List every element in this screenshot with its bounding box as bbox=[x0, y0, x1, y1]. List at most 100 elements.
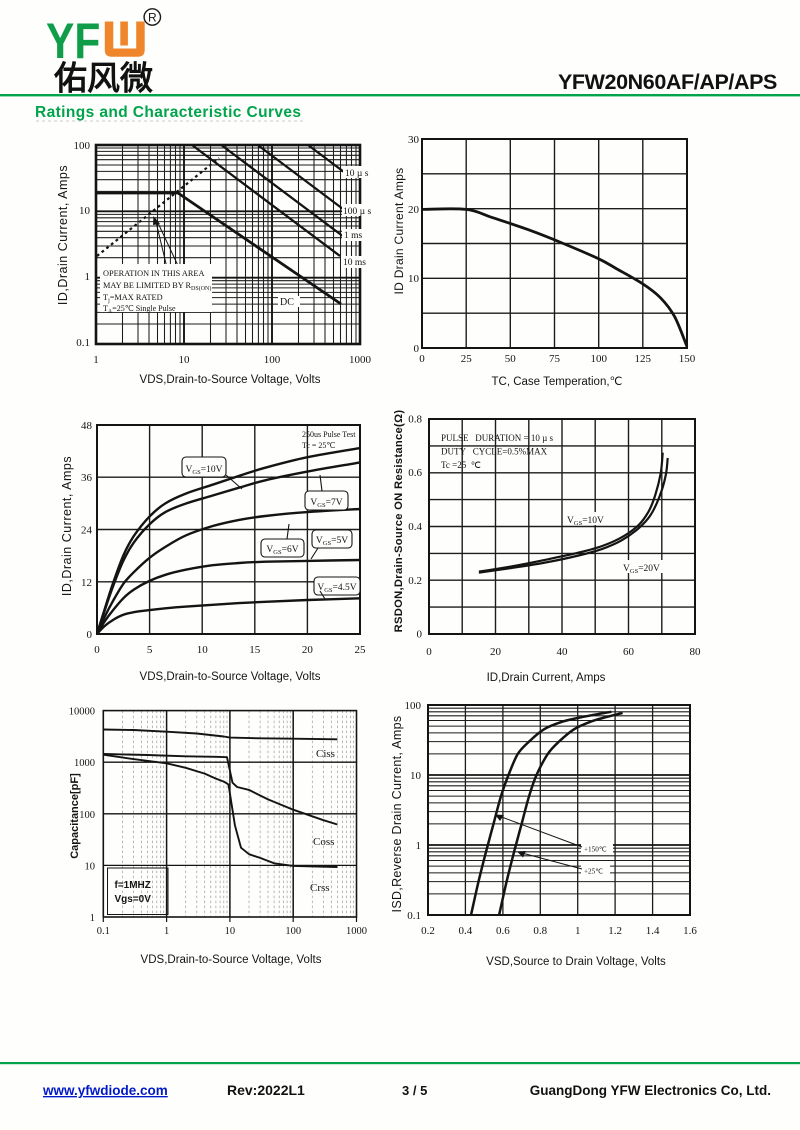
svg-text:0.2: 0.2 bbox=[408, 575, 422, 587]
svg-text:TC, Case Temperation,℃: TC, Case Temperation,℃ bbox=[492, 376, 623, 388]
svg-text:24: 24 bbox=[81, 525, 93, 537]
svg-text:100: 100 bbox=[405, 700, 422, 712]
svg-text:1: 1 bbox=[164, 926, 169, 937]
svg-text:10000: 10000 bbox=[69, 707, 95, 718]
svg-text:10: 10 bbox=[179, 354, 191, 366]
svg-text:0.4: 0.4 bbox=[408, 521, 422, 533]
svg-text:Capacitance[pF]: Capacitance[pF] bbox=[69, 773, 81, 859]
svg-text:100: 100 bbox=[79, 810, 95, 821]
svg-text:150: 150 bbox=[679, 353, 696, 365]
svg-text:50: 50 bbox=[505, 353, 517, 365]
svg-text:40: 40 bbox=[557, 646, 569, 658]
svg-text:VGS=20V: VGS=20V bbox=[623, 564, 660, 575]
svg-text:10: 10 bbox=[197, 644, 209, 656]
svg-text:RSDON,Drain-Source ON Resistan: RSDON,Drain-Source ON Resistance(Ω) bbox=[393, 410, 405, 633]
svg-text:www.yfwdiode.com: www.yfwdiode.com bbox=[42, 1083, 168, 1098]
svg-text:100: 100 bbox=[285, 926, 301, 937]
svg-text:0.8: 0.8 bbox=[408, 414, 422, 426]
svg-text:VGS=10V: VGS=10V bbox=[567, 516, 604, 527]
svg-text:0.8: 0.8 bbox=[533, 925, 547, 937]
svg-text:ID,Drain Current, Amps: ID,Drain Current, Amps bbox=[56, 165, 70, 305]
svg-text:YFW20N60AF/AP/APS: YFW20N60AF/AP/APS bbox=[558, 70, 777, 94]
svg-text:20: 20 bbox=[408, 204, 420, 216]
svg-text:0: 0 bbox=[94, 644, 100, 656]
svg-text:10: 10 bbox=[225, 926, 236, 937]
svg-text:0.1: 0.1 bbox=[76, 337, 90, 349]
svg-text:Tc =25 ℃: Tc =25 ℃ bbox=[441, 460, 481, 470]
svg-text:Ratings and Characteristic Cur: Ratings and Characteristic Curves bbox=[35, 104, 301, 121]
svg-text:PULSE DURATION = 10 µ s: PULSE DURATION = 10 µ s bbox=[441, 433, 554, 443]
svg-text:1000: 1000 bbox=[74, 758, 95, 769]
svg-text:1000: 1000 bbox=[349, 354, 372, 366]
svg-text:250us Pulse Test: 250us Pulse Test bbox=[302, 430, 356, 439]
svg-text:0.1: 0.1 bbox=[407, 910, 421, 922]
svg-text:10: 10 bbox=[79, 205, 91, 217]
svg-text:R: R bbox=[148, 11, 157, 25]
svg-text:MAY BE LIMITED BY RDS(ON): MAY BE LIMITED BY RDS(ON) bbox=[103, 281, 211, 292]
svg-text:Crss: Crss bbox=[310, 882, 330, 894]
svg-text:0: 0 bbox=[417, 629, 423, 641]
svg-text:100: 100 bbox=[264, 354, 281, 366]
svg-text:36: 36 bbox=[81, 472, 93, 484]
svg-text:100 µ s: 100 µ s bbox=[343, 207, 371, 217]
svg-text:0.6: 0.6 bbox=[496, 925, 510, 937]
svg-text:48: 48 bbox=[81, 420, 93, 432]
svg-text:1.6: 1.6 bbox=[683, 925, 697, 937]
svg-text:Coss: Coss bbox=[313, 836, 334, 848]
svg-text:125: 125 bbox=[635, 353, 652, 365]
svg-text:3 / 5: 3 / 5 bbox=[402, 1083, 427, 1098]
svg-text:佑风微: 佑风微 bbox=[53, 60, 153, 97]
svg-text:VSD,Source to Drain Voltage, V: VSD,Source to Drain Voltage, Volts bbox=[486, 956, 666, 968]
svg-text:VDS,Drain-to-Source Voltage, V: VDS,Drain-to-Source Voltage, Volts bbox=[141, 954, 322, 966]
svg-text:100: 100 bbox=[590, 353, 607, 365]
svg-text:1.4: 1.4 bbox=[646, 925, 660, 937]
svg-text:Tc = 25℃: Tc = 25℃ bbox=[302, 441, 335, 450]
svg-text:DC: DC bbox=[280, 297, 294, 308]
svg-text:TA=25℃ Single Pulse: TA=25℃ Single Pulse bbox=[103, 304, 176, 315]
svg-text:VGS=7V: VGS=7V bbox=[310, 498, 342, 509]
svg-text:ID Drain Current Amps: ID Drain Current Amps bbox=[392, 167, 406, 294]
svg-text:0: 0 bbox=[414, 343, 420, 355]
svg-text:YF: YF bbox=[46, 13, 100, 69]
svg-text:1: 1 bbox=[90, 913, 95, 924]
svg-text:15: 15 bbox=[249, 644, 261, 656]
svg-text:1.2: 1.2 bbox=[608, 925, 622, 937]
svg-text:VGS=10V: VGS=10V bbox=[186, 465, 223, 476]
svg-text:10: 10 bbox=[85, 861, 96, 872]
svg-text:OPERATION IN THIS AREA: OPERATION IN THIS AREA bbox=[103, 269, 205, 278]
svg-text:+150℃: +150℃ bbox=[584, 846, 607, 854]
svg-text:1: 1 bbox=[85, 271, 91, 283]
svg-text:60: 60 bbox=[623, 646, 635, 658]
svg-text:75: 75 bbox=[549, 353, 561, 365]
svg-text:VGS=4.5V: VGS=4.5V bbox=[317, 583, 356, 594]
svg-text:20: 20 bbox=[302, 644, 314, 656]
svg-text:10: 10 bbox=[408, 273, 420, 285]
svg-text:1 ms: 1 ms bbox=[344, 231, 363, 241]
svg-text:0: 0 bbox=[426, 646, 432, 658]
svg-text:+25℃: +25℃ bbox=[584, 868, 603, 876]
svg-text:VDS,Drain-to-Source Voltage, V: VDS,Drain-to-Source Voltage, Volts bbox=[140, 374, 321, 386]
svg-text:12: 12 bbox=[81, 577, 92, 589]
svg-text:25: 25 bbox=[355, 644, 367, 656]
svg-text:Tj=MAX RATED: Tj=MAX RATED bbox=[103, 293, 163, 304]
svg-text:20: 20 bbox=[490, 646, 502, 658]
svg-text:10: 10 bbox=[410, 770, 422, 782]
svg-text:0.4: 0.4 bbox=[459, 925, 473, 937]
svg-text:Rev:2022L1: Rev:2022L1 bbox=[227, 1082, 305, 1098]
svg-text:f=1MHZ: f=1MHZ bbox=[115, 880, 151, 891]
svg-text:ID,Drain Current, Amps: ID,Drain Current, Amps bbox=[487, 672, 606, 684]
svg-text:Vgs=0V: Vgs=0V bbox=[115, 894, 152, 905]
svg-text:0.6: 0.6 bbox=[408, 467, 422, 479]
svg-text:GuangDong YFW Electronics Co,: GuangDong YFW Electronics Co, Ltd. bbox=[530, 1083, 771, 1098]
svg-text:ISD,Reverse Drain Current, Amp: ISD,Reverse Drain Current, Amps bbox=[390, 716, 404, 913]
svg-text:0.2: 0.2 bbox=[421, 925, 435, 937]
svg-text:0.1: 0.1 bbox=[97, 926, 110, 937]
svg-text:0: 0 bbox=[419, 353, 425, 365]
svg-text:0: 0 bbox=[87, 629, 93, 641]
svg-text:80: 80 bbox=[690, 646, 702, 658]
svg-text:1000: 1000 bbox=[346, 926, 367, 937]
svg-text:Ciss: Ciss bbox=[316, 748, 335, 760]
svg-text:10 µ s: 10 µ s bbox=[345, 169, 369, 179]
svg-text:5: 5 bbox=[147, 644, 153, 656]
svg-text:1: 1 bbox=[416, 840, 422, 852]
